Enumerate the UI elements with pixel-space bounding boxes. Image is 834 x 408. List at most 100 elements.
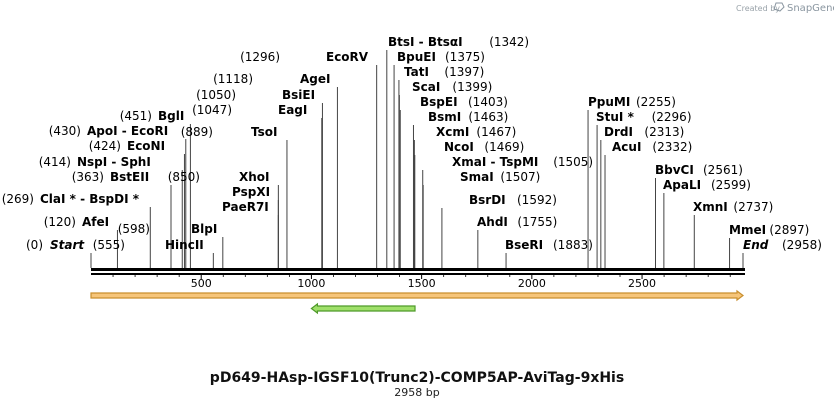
restriction-site[interactable]: (1397) TatI	[404, 65, 484, 79]
site-name: EagI	[278, 103, 307, 117]
restriction-site[interactable]: (451) BglI	[120, 109, 185, 123]
site-position: (1505)	[553, 155, 593, 169]
site-position: (1883)	[553, 238, 593, 252]
restriction-site[interactable]: PaeR7I	[222, 200, 269, 214]
ruler-tick-label: 2000	[518, 277, 546, 290]
forward-feature-arrow[interactable]	[90, 289, 744, 302]
site-position: (2561)	[703, 163, 743, 177]
restriction-site[interactable]: (120) AfeI	[44, 215, 109, 229]
reverse-feature-arrow[interactable]	[310, 302, 416, 315]
site-name: HincII	[165, 238, 204, 252]
site-position: (2332)	[652, 140, 692, 154]
site-position: (1342)	[489, 35, 529, 49]
plasmid-length: 2958 bp	[394, 386, 439, 399]
site-position: (363)	[72, 170, 104, 184]
restriction-site[interactable]: (1047) EagI	[192, 103, 307, 117]
restriction-site[interactable]: (555) HincII	[93, 238, 204, 252]
restriction-site[interactable]: (1469) NcoI	[444, 140, 524, 154]
restriction-site[interactable]: (1463) BsmI	[428, 110, 508, 124]
ruler-tick-label: 500	[191, 277, 212, 290]
backbone-top-strand	[91, 268, 745, 271]
credit-brand: SnapGene	[787, 3, 834, 14]
restriction-site[interactable]: (1592) BsrDI	[469, 193, 557, 207]
restriction-site[interactable]: (1296) EcoRV	[240, 50, 369, 64]
site-name: TatI	[404, 65, 429, 79]
snapgene-logo-icon	[773, 2, 785, 12]
site-position: (2296)	[652, 110, 692, 124]
site-labels: (0) Start (120) AfeI (269) ClaI * - BspDI * (3…	[2, 35, 822, 252]
site-name: BsrDI	[469, 193, 506, 207]
restriction-site[interactable]: (850) XhoI	[168, 170, 270, 184]
site-position: (2897)	[769, 223, 809, 237]
site-position: (1463)	[468, 110, 508, 124]
restriction-site[interactable]: (1375) BpuEI	[397, 50, 485, 64]
ruler-tick-label: 1500	[408, 277, 436, 290]
restriction-site[interactable]: (2897)MmeI	[729, 223, 809, 237]
site-position: (1467)	[476, 125, 516, 139]
restriction-site[interactable]: (363) BstEII	[72, 170, 149, 184]
site-name: ApoI - EcoRI	[87, 124, 168, 138]
restriction-site[interactable]: (269) ClaI * - BspDI *	[2, 192, 140, 206]
site-name: BsmI	[428, 110, 461, 124]
site-name: BstEII	[110, 170, 149, 184]
site-position: (2313)	[644, 125, 684, 139]
sequence-backbone	[91, 268, 745, 275]
restriction-site[interactable]: (1342) BtsI - BtsαI	[388, 35, 529, 49]
restriction-site[interactable]: (2332) AcuI	[612, 140, 692, 154]
restriction-site[interactable]: PspXI	[232, 185, 270, 199]
site-name: ClaI * - BspDI *	[40, 192, 140, 206]
site-position: (1592)	[517, 193, 557, 207]
site-name: EcoRV	[326, 50, 369, 64]
site-position: (430)	[49, 124, 81, 138]
restriction-site[interactable]: (1118) AgeI	[213, 72, 330, 86]
site-name: BtsI - BtsαI	[388, 35, 463, 49]
restriction-site[interactable]: (1403) BspEI	[420, 95, 508, 109]
site-name: BglI	[158, 109, 184, 123]
site-name: BbvCI	[655, 163, 694, 177]
site-name: ScaI	[412, 80, 440, 94]
site-position: (414)	[39, 155, 71, 169]
site-name: BsiEI	[282, 88, 315, 102]
restriction-site[interactable]: (1505) XmaI - TspMI	[452, 155, 593, 169]
site-position: (1047)	[192, 103, 232, 117]
restriction-site[interactable]: (2296) StuI *	[596, 110, 692, 124]
restriction-site[interactable]: (2255) PpuMI	[588, 95, 676, 109]
restriction-site[interactable]: (424) EcoNI	[89, 139, 165, 153]
site-position: (850)	[168, 170, 200, 184]
site-name: AhdI	[477, 215, 508, 229]
restriction-site[interactable]: (598) BlpI	[118, 222, 218, 236]
restriction-site[interactable]: (1755) AhdI	[477, 215, 557, 229]
restriction-site[interactable]: (1467) XcmI	[436, 125, 516, 139]
restriction-site[interactable]: (2313) DrdI	[604, 125, 684, 139]
restriction-site[interactable]: (2737) XmnI	[693, 200, 773, 214]
restriction-site[interactable]: (1399) ScaI	[412, 80, 492, 94]
site-position: (1375)	[445, 50, 485, 64]
site-position: (1296)	[240, 50, 280, 64]
site-position: (889)	[181, 125, 213, 139]
site-name: PspXI	[232, 185, 270, 199]
restriction-site[interactable]: (1883) BseRI	[505, 238, 593, 252]
restriction-site[interactable]: (2561) BbvCI	[655, 163, 743, 177]
site-position: (1755)	[517, 215, 557, 229]
site-name: BseRI	[505, 238, 543, 252]
ruler-tick-label: 1000	[297, 277, 325, 290]
restriction-site[interactable]: (1050) BsiEI	[196, 88, 315, 102]
restriction-site[interactable]: (1507) SmaI	[460, 170, 540, 184]
restriction-site[interactable]: (414) NspI - SphI	[39, 155, 151, 169]
site-name: BpuEI	[397, 50, 436, 64]
site-name: XmaI - TspMI	[452, 155, 538, 169]
ruler-tick-label: 2500	[628, 277, 656, 290]
site-name: AfeI	[82, 215, 109, 229]
site-position: (1403)	[468, 95, 508, 109]
restriction-site[interactable]: (889) TsoI	[181, 125, 278, 139]
site-name: DrdI	[604, 125, 633, 139]
restriction-site[interactable]: (2599) ApaLI	[663, 178, 751, 192]
restriction-site[interactable]: (2958) End	[743, 238, 822, 252]
backbone-bottom-strand	[91, 273, 745, 275]
restriction-site[interactable]: (0) Start	[26, 238, 85, 252]
restriction-site[interactable]: (430) ApoI - EcoRI	[49, 124, 168, 138]
plasmid-name: pD649-HAsp-IGSF10(Trunc2)-COMP5AP-AviTag…	[210, 370, 624, 386]
site-position: (555)	[93, 238, 125, 252]
site-position: (424)	[89, 139, 121, 153]
